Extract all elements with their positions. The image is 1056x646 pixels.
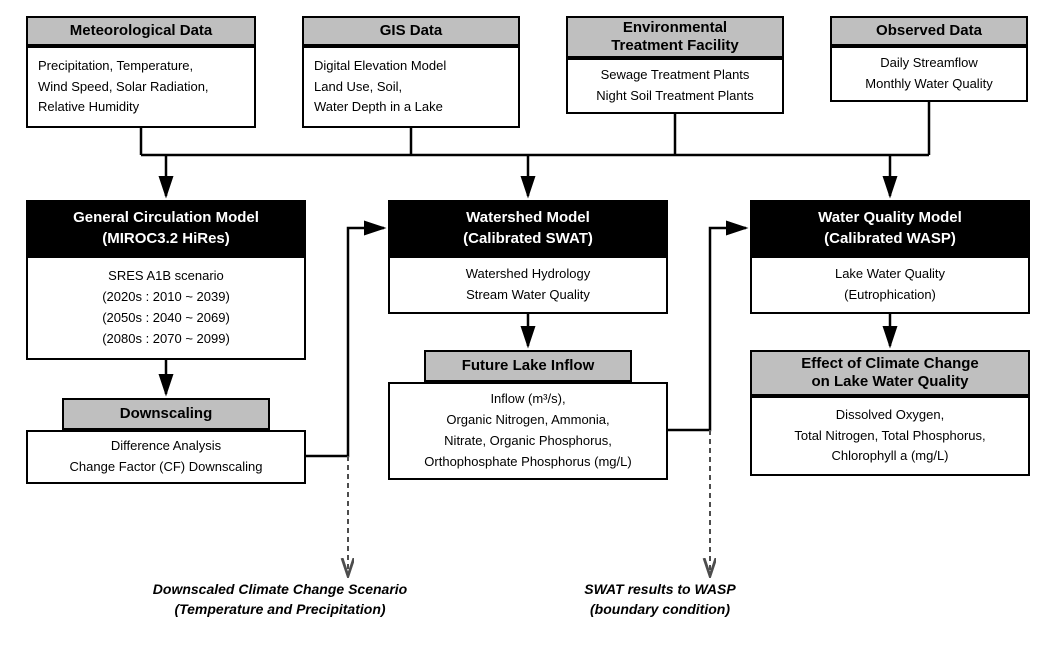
watershed-title: Watershed Model (Calibrated SWAT) <box>463 207 593 249</box>
downscaling-title: Downscaling <box>120 405 213 423</box>
gcm-header: General Circulation Model (MIROC3.2 HiRe… <box>26 200 306 256</box>
meteo-title: Meteorological Data <box>70 22 213 40</box>
inflow-header: Future Lake Inflow <box>424 350 632 382</box>
env-body: Sewage Treatment Plants Night Soil Treat… <box>566 58 784 114</box>
inflow-title: Future Lake Inflow <box>462 357 595 375</box>
gis-title: GIS Data <box>380 22 443 40</box>
gis-header: GIS Data <box>302 16 520 46</box>
caption-right: SWAT results to WASP (boundary condition… <box>530 580 790 619</box>
gcm-body: SRES A1B scenario (2020s : 2010 ~ 2039) … <box>26 256 306 360</box>
wq-body: Lake Water Quality (Eutrophication) <box>750 256 1030 314</box>
obs-header: Observed Data <box>830 16 1028 46</box>
gis-body: Digital Elevation Model Land Use, Soil, … <box>302 46 520 128</box>
inflow-body: Inflow (m³/s), Organic Nitrogen, Ammonia… <box>388 382 668 480</box>
obs-title: Observed Data <box>876 22 982 40</box>
watershed-header: Watershed Model (Calibrated SWAT) <box>388 200 668 256</box>
effect-title: Effect of Climate Change on Lake Water Q… <box>801 355 979 391</box>
watershed-body: Watershed Hydrology Stream Water Quality <box>388 256 668 314</box>
effect-body: Dissolved Oxygen, Total Nitrogen, Total … <box>750 396 1030 476</box>
obs-body: Daily Streamflow Monthly Water Quality <box>830 46 1028 102</box>
caption-left: Downscaled Climate Change Scenario (Temp… <box>120 580 440 619</box>
gcm-title: General Circulation Model (MIROC3.2 HiRe… <box>73 207 259 249</box>
effect-header: Effect of Climate Change on Lake Water Q… <box>750 350 1030 396</box>
env-header: Environmental Treatment Facility <box>566 16 784 58</box>
wq-title: Water Quality Model (Calibrated WASP) <box>818 207 962 249</box>
env-title: Environmental Treatment Facility <box>611 19 739 55</box>
wq-header: Water Quality Model (Calibrated WASP) <box>750 200 1030 256</box>
meteo-body: Precipitation, Temperature, Wind Speed, … <box>26 46 256 128</box>
downscaling-header: Downscaling <box>62 398 270 430</box>
meteo-header: Meteorological Data <box>26 16 256 46</box>
downscaling-body: Difference Analysis Change Factor (CF) D… <box>26 430 306 484</box>
